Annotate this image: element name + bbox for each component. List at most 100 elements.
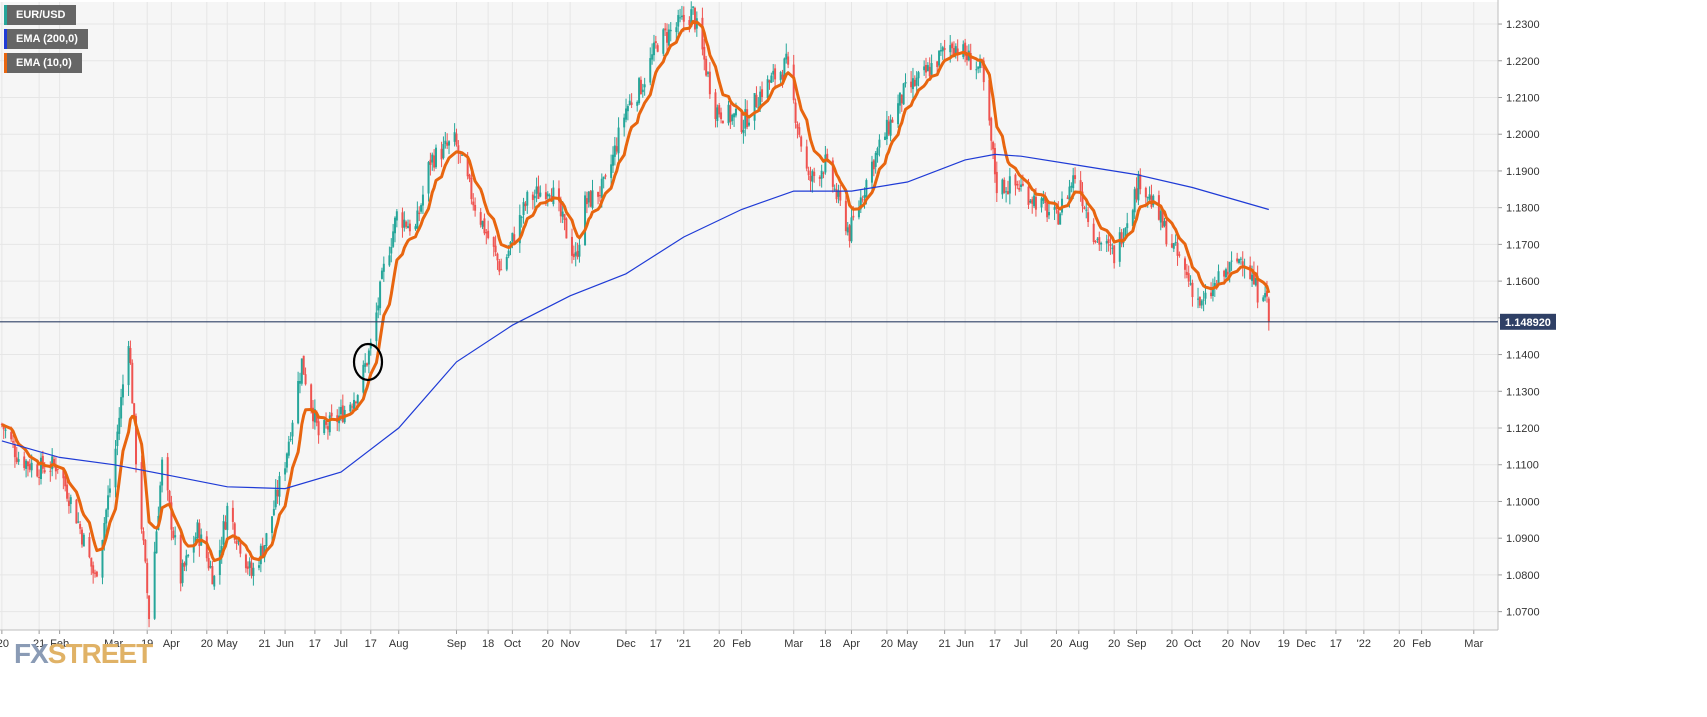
candle[interactable]: [224, 515, 227, 531]
candle[interactable]: [485, 228, 488, 245]
candle[interactable]: [656, 43, 659, 53]
candle[interactable]: [28, 458, 31, 473]
candle[interactable]: [1239, 256, 1242, 265]
candle[interactable]: [666, 23, 669, 54]
candle[interactable]: [518, 204, 521, 253]
candle[interactable]: [1120, 228, 1123, 248]
candle[interactable]: [1005, 187, 1008, 203]
candle[interactable]: [1098, 231, 1101, 251]
candle[interactable]: [993, 143, 996, 183]
candle[interactable]: [742, 119, 745, 144]
candle[interactable]: [1185, 263, 1188, 279]
candle[interactable]: [496, 252, 499, 270]
candle[interactable]: [79, 520, 82, 535]
candle[interactable]: [597, 191, 600, 205]
candle[interactable]: [874, 150, 877, 174]
candle[interactable]: [13, 434, 16, 468]
candle[interactable]: [649, 47, 652, 86]
candle[interactable]: [587, 190, 590, 208]
candle[interactable]: [589, 189, 592, 208]
candle[interactable]: [720, 107, 723, 124]
candle[interactable]: [434, 144, 437, 169]
candle[interactable]: [626, 104, 629, 121]
candle[interactable]: [576, 242, 579, 260]
candle[interactable]: [885, 110, 888, 146]
candle[interactable]: [302, 355, 305, 375]
candle[interactable]: [796, 121, 799, 139]
candle[interactable]: [380, 267, 383, 280]
candle[interactable]: [675, 22, 678, 41]
candle[interactable]: [470, 171, 473, 205]
candle[interactable]: [1264, 286, 1267, 302]
candle[interactable]: [375, 302, 378, 350]
candle[interactable]: [1003, 177, 1006, 194]
candle[interactable]: [261, 537, 264, 557]
candle[interactable]: [572, 245, 575, 261]
candle[interactable]: [326, 422, 329, 440]
candle[interactable]: [617, 117, 620, 162]
candle[interactable]: [772, 63, 775, 82]
candle[interactable]: [930, 54, 933, 77]
candle[interactable]: [23, 451, 26, 471]
candle[interactable]: [1200, 299, 1203, 309]
candle[interactable]: [552, 180, 555, 207]
candle[interactable]: [705, 55, 708, 77]
candle[interactable]: [181, 559, 184, 587]
candle[interactable]: [761, 81, 764, 102]
candle[interactable]: [1161, 209, 1164, 228]
candle[interactable]: [727, 100, 730, 126]
candle[interactable]: [392, 223, 395, 248]
candle[interactable]: [563, 213, 566, 231]
legend-item-eurusd[interactable]: EUR/USD: [4, 5, 88, 25]
candle[interactable]: [487, 220, 490, 240]
candle[interactable]: [116, 424, 119, 456]
candle[interactable]: [313, 399, 316, 430]
candle[interactable]: [979, 54, 982, 73]
candle[interactable]: [395, 209, 398, 228]
candle[interactable]: [570, 228, 573, 264]
candle[interactable]: [297, 371, 300, 425]
candle[interactable]: [172, 527, 175, 540]
candle[interactable]: [779, 70, 782, 86]
candle[interactable]: [1100, 241, 1103, 252]
candle[interactable]: [654, 35, 657, 49]
candle[interactable]: [889, 114, 892, 142]
candle[interactable]: [54, 457, 57, 480]
candle[interactable]: [300, 358, 303, 386]
candle[interactable]: [859, 190, 862, 214]
candle[interactable]: [1046, 199, 1049, 222]
candle[interactable]: [1176, 233, 1179, 266]
candle[interactable]: [1006, 180, 1009, 195]
candle[interactable]: [902, 82, 905, 106]
candle[interactable]: [848, 223, 851, 248]
candle[interactable]: [1198, 296, 1201, 308]
candle[interactable]: [1262, 295, 1265, 303]
candle[interactable]: [611, 146, 614, 174]
candle[interactable]: [1217, 264, 1220, 286]
candle[interactable]: [692, 6, 695, 15]
candle[interactable]: [1008, 167, 1011, 205]
candle[interactable]: [226, 502, 229, 541]
candle[interactable]: [353, 392, 356, 411]
candle[interactable]: [565, 217, 568, 239]
candle[interactable]: [610, 154, 613, 186]
candle[interactable]: [155, 527, 158, 554]
candle[interactable]: [822, 171, 825, 179]
candle[interactable]: [794, 98, 797, 129]
candle[interactable]: [88, 532, 91, 559]
candle[interactable]: [990, 116, 993, 151]
candle[interactable]: [1059, 212, 1062, 225]
candle[interactable]: [364, 353, 367, 373]
candle[interactable]: [708, 62, 711, 99]
candle[interactable]: [17, 451, 20, 465]
candle[interactable]: [910, 71, 913, 93]
candle[interactable]: [1210, 282, 1213, 299]
candle[interactable]: [492, 236, 495, 257]
candle[interactable]: [1174, 234, 1177, 246]
candle[interactable]: [846, 221, 849, 236]
candle[interactable]: [1092, 218, 1095, 245]
candle[interactable]: [807, 166, 810, 181]
candle[interactable]: [557, 180, 560, 212]
candle[interactable]: [140, 455, 143, 534]
candle[interactable]: [1079, 171, 1082, 202]
